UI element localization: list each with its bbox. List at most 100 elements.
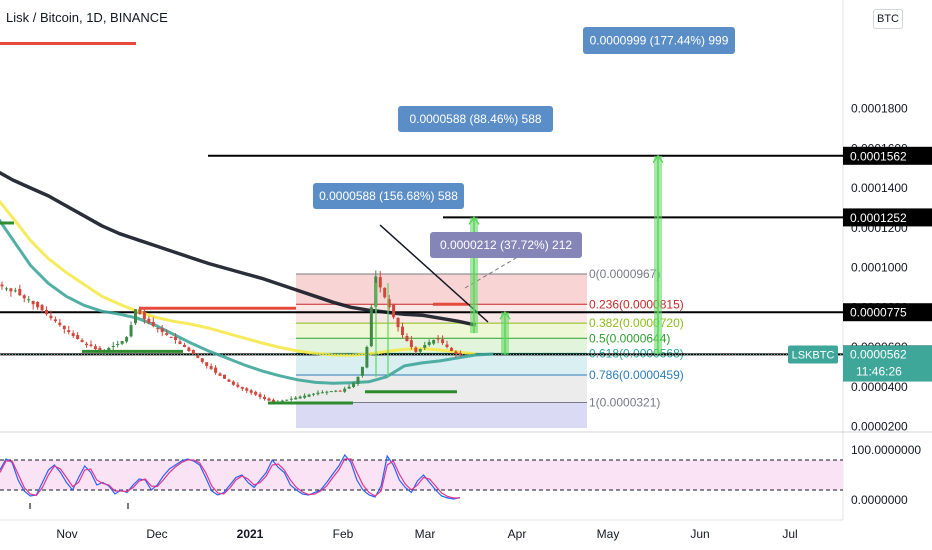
candle-body	[13, 290, 17, 292]
candle-body	[405, 335, 409, 342]
candle-body	[182, 344, 186, 347]
candle-body	[49, 315, 53, 319]
candle-body	[178, 341, 182, 345]
candle-body	[409, 340, 413, 347]
candle-body	[249, 390, 253, 393]
arrow-head	[652, 154, 664, 164]
level-price-tag-text: 0.0000775	[850, 306, 907, 320]
stoch-tick-label: 0.0000000	[851, 493, 908, 507]
candle-body	[352, 382, 356, 387]
fib-label-0.5: 0.5(0.0000644)	[589, 331, 670, 345]
candle-body	[347, 386, 351, 389]
fib-label-1: 1(0.0000321)	[589, 395, 660, 409]
measure-callout-text: 0.0000999 (177.44%) 999	[590, 34, 729, 48]
candle-body	[329, 391, 333, 393]
last-price-value: 0.0000562	[850, 348, 907, 362]
candle-body	[205, 362, 209, 366]
price-tick-label: 0.0001000	[851, 261, 908, 275]
candle-body	[174, 336, 178, 341]
time-tick-label: Nov	[56, 527, 77, 541]
candle-body	[129, 325, 133, 337]
candle-body	[31, 300, 35, 305]
candle-body	[343, 388, 347, 392]
level-price-tag-text: 0.0001252	[850, 211, 907, 225]
candle-body	[231, 381, 235, 385]
time-tick-label: May	[597, 527, 620, 541]
candle-body	[45, 309, 48, 315]
candle-body	[151, 321, 155, 327]
candle-body	[93, 346, 97, 349]
candle-body	[263, 396, 267, 400]
title-underline	[0, 42, 136, 45]
candle-body	[401, 326, 404, 336]
stoch-band	[0, 460, 843, 490]
candle-body	[271, 399, 275, 403]
candle-body	[432, 340, 436, 344]
measure-callout-text: 0.0000588 (88.46%) 588	[409, 112, 541, 126]
candle-body	[245, 388, 249, 391]
candle-body	[312, 393, 315, 395]
level-price-tag	[843, 146, 932, 165]
candle-body	[356, 376, 360, 384]
candle-body	[294, 397, 298, 400]
candle-body	[383, 287, 387, 298]
time-tick-label: 2021	[237, 527, 264, 541]
candle-body	[360, 366, 364, 376]
measure-callout-box	[398, 106, 553, 132]
arrow-head	[468, 216, 480, 225]
time-tick-label: Jul	[782, 527, 797, 541]
candle-body	[142, 311, 146, 320]
stoch-line-blue	[0, 453, 460, 500]
fib-zone-4	[296, 353, 587, 376]
candle-body	[156, 328, 160, 330]
candle-body	[454, 351, 458, 354]
candle-body	[98, 347, 102, 351]
candle-body	[209, 366, 213, 369]
fib-label-0: 0(0.0000967)	[589, 267, 660, 281]
stoch-line-pink	[0, 458, 460, 499]
moving-average-black	[0, 170, 476, 327]
measure-callout-text: 0.0000212 (37.72%) 212	[440, 238, 572, 252]
candle-body	[191, 349, 195, 354]
bar-countdown: 11:46:26	[856, 365, 902, 379]
fib-zone-1	[296, 304, 587, 324]
candle-body	[0, 284, 4, 287]
candle-body	[125, 337, 129, 342]
measure-callout-box	[430, 232, 582, 258]
candle-body	[387, 299, 391, 308]
level-price-tag-text: 0.0001562	[850, 149, 907, 163]
candle-body	[449, 347, 453, 351]
candle-body	[160, 328, 164, 333]
measure-callout-box	[313, 183, 464, 209]
fib-label-0.236: 0.236(0.0000815)	[589, 297, 684, 311]
candle-body	[289, 398, 293, 400]
candle-body	[67, 330, 71, 333]
candle-body	[320, 392, 324, 394]
candle-body	[169, 336, 173, 338]
candle-body	[107, 347, 111, 352]
candle-body	[58, 322, 62, 326]
candle-body	[240, 386, 244, 389]
time-tick-label: Apr	[508, 527, 527, 541]
candle-body	[325, 391, 329, 393]
candle-body	[258, 394, 262, 398]
candle-body	[298, 396, 302, 399]
candle-body	[285, 399, 289, 401]
last-price-tag	[843, 345, 932, 382]
currency-button[interactable]: BTC	[873, 9, 903, 29]
candle-body	[307, 394, 311, 397]
symbol-tag-text: LSKBTC	[792, 350, 835, 362]
fib-zone-extension	[296, 402, 587, 428]
candle-body	[27, 299, 31, 301]
candle-body	[22, 295, 26, 299]
candle-body	[85, 343, 89, 346]
candle-body	[89, 344, 93, 347]
candle-body	[441, 339, 445, 344]
candle-body	[392, 305, 396, 318]
level-price-tag	[843, 208, 932, 227]
candle-body	[427, 342, 431, 345]
price-tick-label: 0.0001400	[851, 181, 908, 195]
fib-zone-3	[296, 338, 587, 354]
level-price-tag	[843, 303, 932, 322]
